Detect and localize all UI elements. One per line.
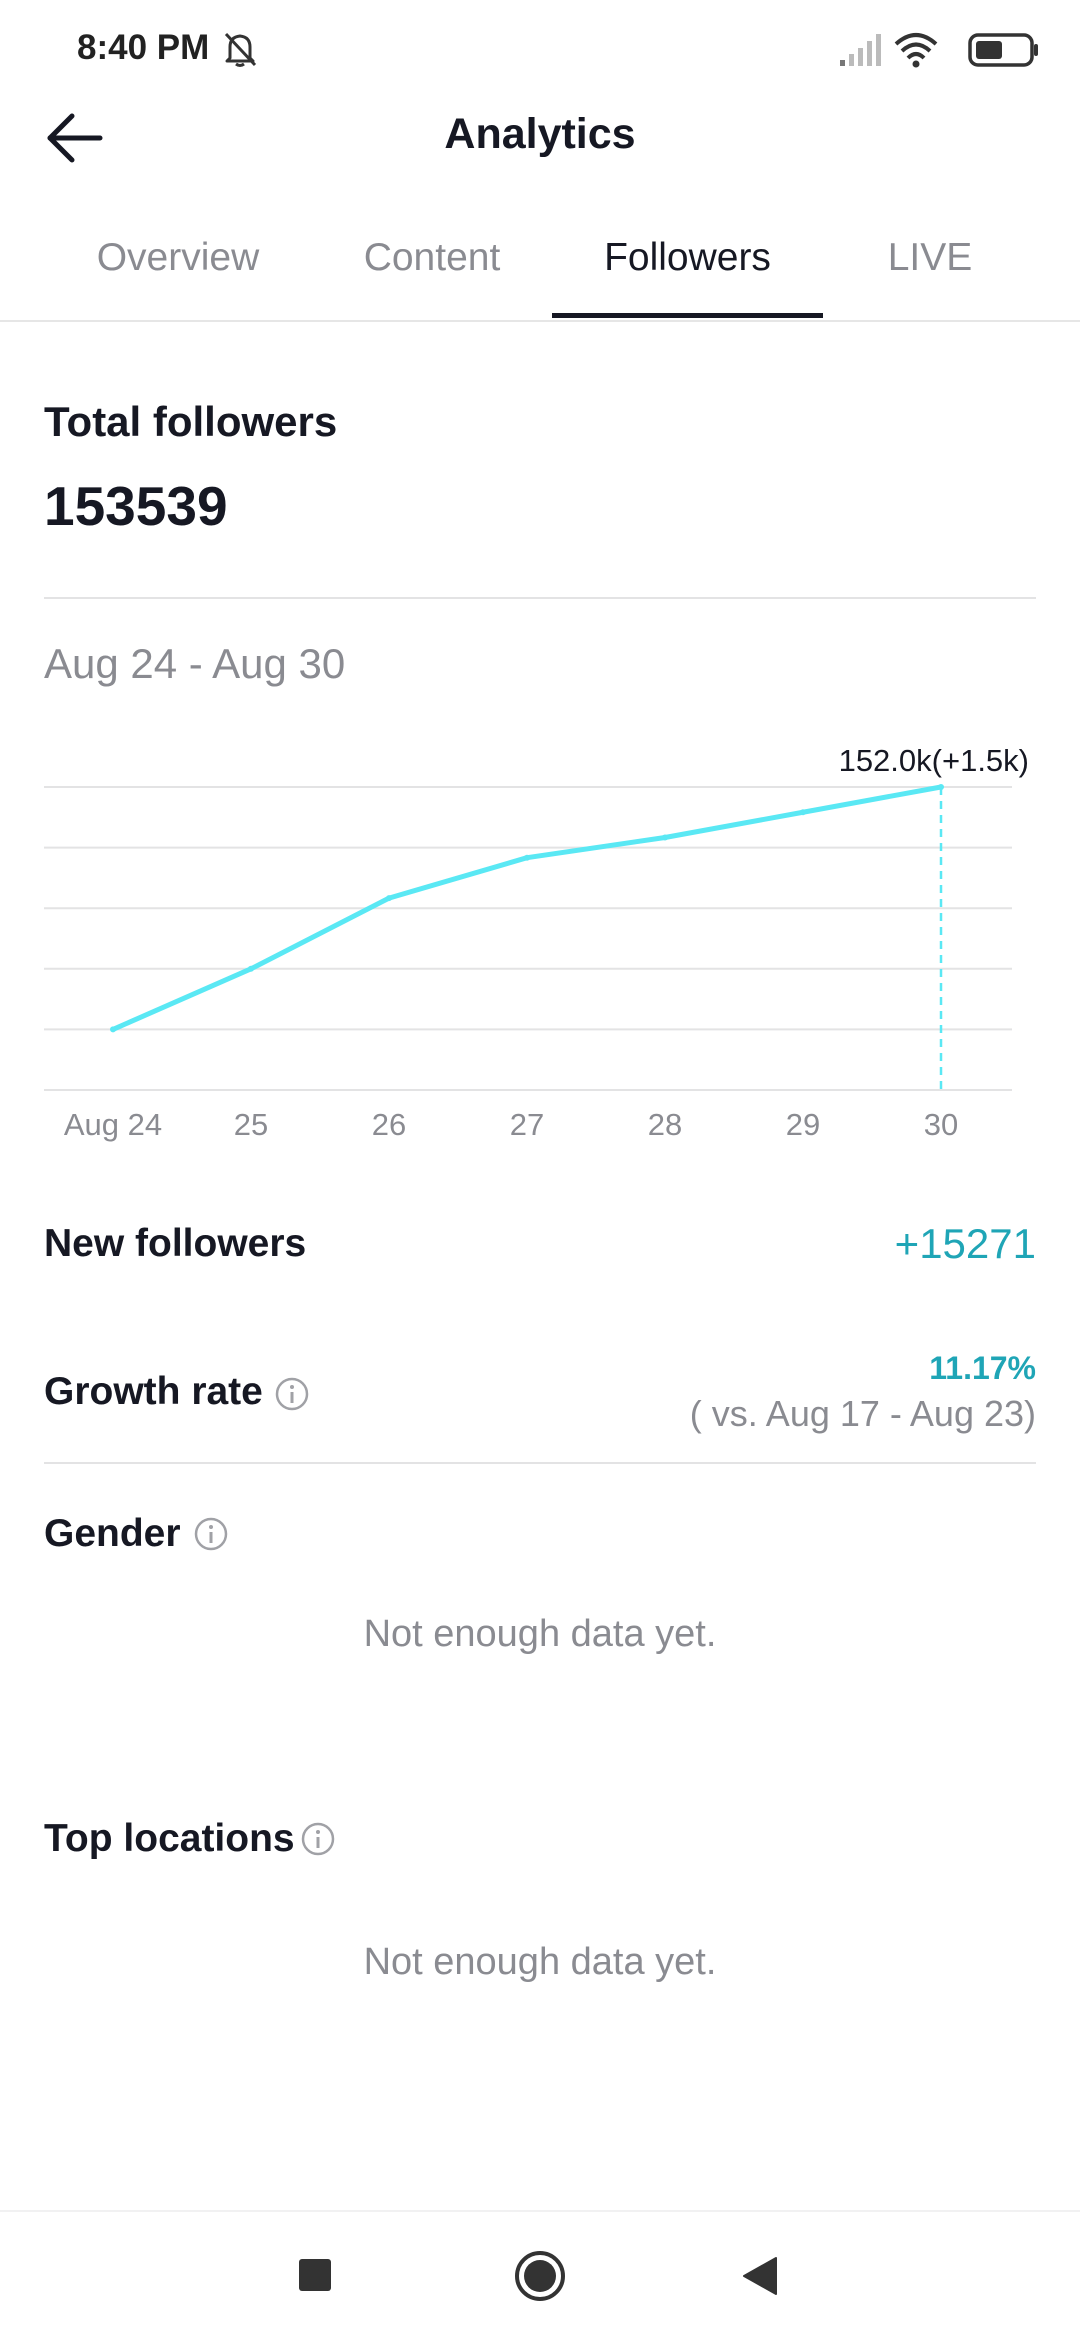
bell-off-icon [224, 32, 257, 67]
info-icon[interactable] [300, 1821, 336, 1857]
gender-label: Gender [44, 1512, 181, 1555]
wifi-icon [894, 33, 938, 68]
tab-overview[interactable]: Overview [96, 236, 260, 279]
chart-x-tick-label: Aug 24 [64, 1107, 162, 1142]
chart-x-tick-label: 25 [234, 1107, 268, 1142]
chart-point [386, 895, 392, 902]
total-followers-count: 153539 [44, 475, 228, 537]
total-followers-label: Total followers [44, 398, 338, 445]
chart-point [662, 834, 668, 841]
chart-point [110, 1026, 116, 1033]
status-time: 8:40 PM [77, 28, 210, 67]
active-tab-indicator [552, 313, 823, 318]
chart-point [938, 784, 944, 790]
tab-followers[interactable]: Followers [604, 236, 771, 279]
gender-empty-message: Not enough data yet. [363, 1613, 717, 1655]
signal-icon [840, 34, 881, 66]
back-button[interactable] [44, 112, 106, 164]
chart-x-tick-label: 29 [786, 1107, 820, 1142]
chart-point [524, 854, 530, 861]
battery-icon [968, 33, 1038, 67]
info-icon[interactable] [193, 1516, 229, 1552]
chart-point [800, 809, 806, 816]
top-locations-empty-message: Not enough data yet. [363, 1941, 717, 1983]
tab-live[interactable]: LIVE [887, 236, 973, 279]
chart-x-tick-label: 30 [924, 1107, 958, 1142]
circle-icon[interactable] [514, 2250, 566, 2302]
top-locations-label: Top locations [44, 1817, 295, 1860]
system-navigation-bar [0, 2210, 1080, 2342]
tab-content[interactable]: Content [363, 236, 501, 279]
tab-bar: Overview Content Followers LIVE [0, 212, 1080, 322]
page-title: Analytics [444, 110, 636, 158]
chart-annotation: 152.0k(+1.5k) [839, 743, 1029, 778]
chart-x-tick-label: 26 [372, 1107, 406, 1142]
arrow-left-icon [47, 113, 103, 163]
divider [44, 1462, 1036, 1464]
growth-rate-value: 11.17% [929, 1350, 1036, 1386]
status-bar: 8:40 PM [0, 0, 1080, 96]
info-icon[interactable] [274, 1376, 310, 1412]
triangle-icon[interactable] [742, 2256, 778, 2296]
app-header: Analytics [0, 96, 1080, 180]
divider [44, 597, 1036, 599]
growth-rate-compare: ( vs. Aug 17 - Aug 23) [689, 1393, 1036, 1434]
chart-x-tick-label: 28 [648, 1107, 682, 1142]
growth-rate-label: Growth rate [44, 1370, 263, 1413]
date-range-label: Aug 24 - Aug 30 [44, 640, 346, 687]
chart-x-tick-label: 27 [510, 1107, 544, 1142]
square-icon[interactable] [298, 2258, 332, 2292]
chart-point [248, 965, 254, 972]
followers-line-chart: 152.0k(+1.5k) Aug 24 25 26 27 28 29 30 [44, 743, 1029, 1142]
new-followers-label: New followers [44, 1222, 307, 1265]
new-followers-value: +15271 [894, 1220, 1036, 1267]
